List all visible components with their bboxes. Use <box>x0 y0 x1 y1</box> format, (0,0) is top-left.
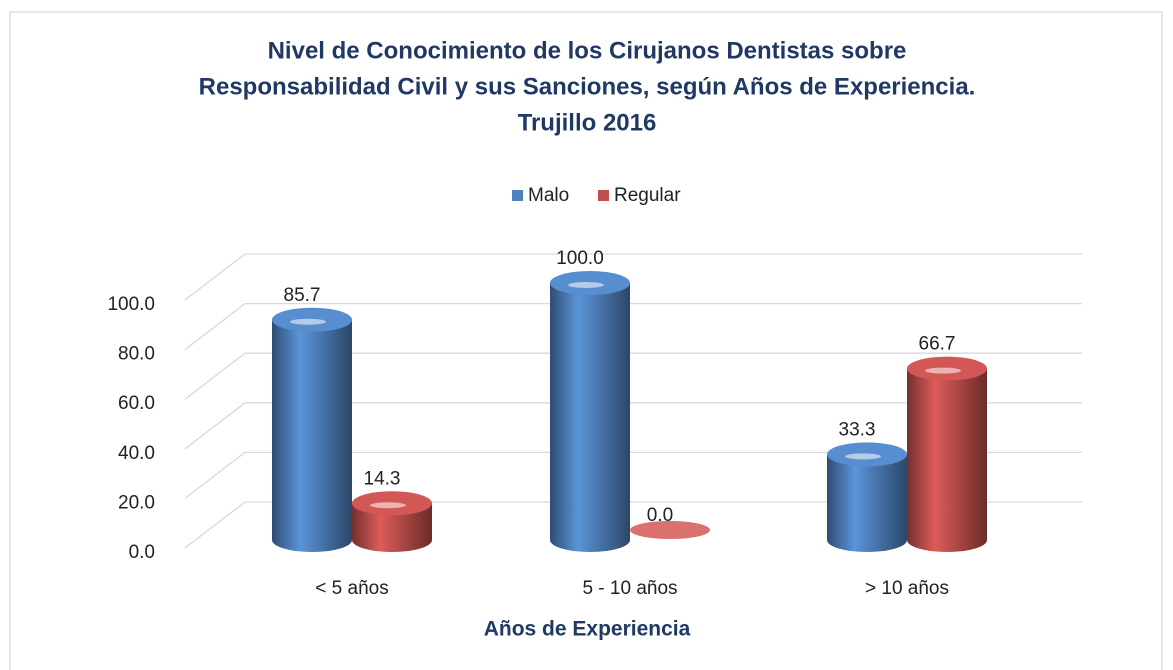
bar <box>630 521 710 539</box>
data-label: 14.3 <box>364 468 401 489</box>
x-tick-label: > 10 años <box>865 578 949 599</box>
grid-line <box>184 253 1082 301</box>
chart-title: Trujillo 2016 <box>518 109 657 136</box>
bar <box>827 442 907 552</box>
x-tick-label: < 5 años <box>315 578 388 599</box>
bar <box>550 271 630 552</box>
y-tick-label: 80.0 <box>118 344 155 365</box>
legend-label: Regular <box>614 185 681 206</box>
legend-swatch <box>512 190 523 201</box>
y-tick-label: 20.0 <box>118 492 155 513</box>
y-tick-label: 60.0 <box>118 393 155 414</box>
y-tick-label: 40.0 <box>118 443 155 464</box>
chart-title: Responsabilidad Civil y sus Sanciones, s… <box>199 73 976 100</box>
grid-line <box>184 501 1082 549</box>
grid-line <box>184 402 1082 450</box>
data-label: 100.0 <box>556 248 604 269</box>
bar <box>352 491 432 552</box>
y-tick-label: 0.0 <box>129 542 155 563</box>
grid-line <box>184 352 1082 400</box>
grid-line <box>184 302 1082 351</box>
legend-label: Malo <box>528 185 569 206</box>
chart-title: Nivel de Conocimiento de los Cirujanos D… <box>268 37 907 64</box>
data-label: 33.3 <box>839 419 876 440</box>
bar <box>272 307 352 552</box>
data-label: 66.7 <box>919 334 956 355</box>
bar <box>907 356 987 552</box>
y-tick-label: 100.0 <box>107 294 155 315</box>
data-label: 85.7 <box>284 285 321 306</box>
x-tick-label: 5 - 10 años <box>582 578 677 599</box>
grid-line <box>184 451 1082 499</box>
data-label: 0.0 <box>647 505 673 526</box>
legend-swatch <box>598 190 609 201</box>
x-axis-label: Años de Experiencia <box>484 618 691 641</box>
